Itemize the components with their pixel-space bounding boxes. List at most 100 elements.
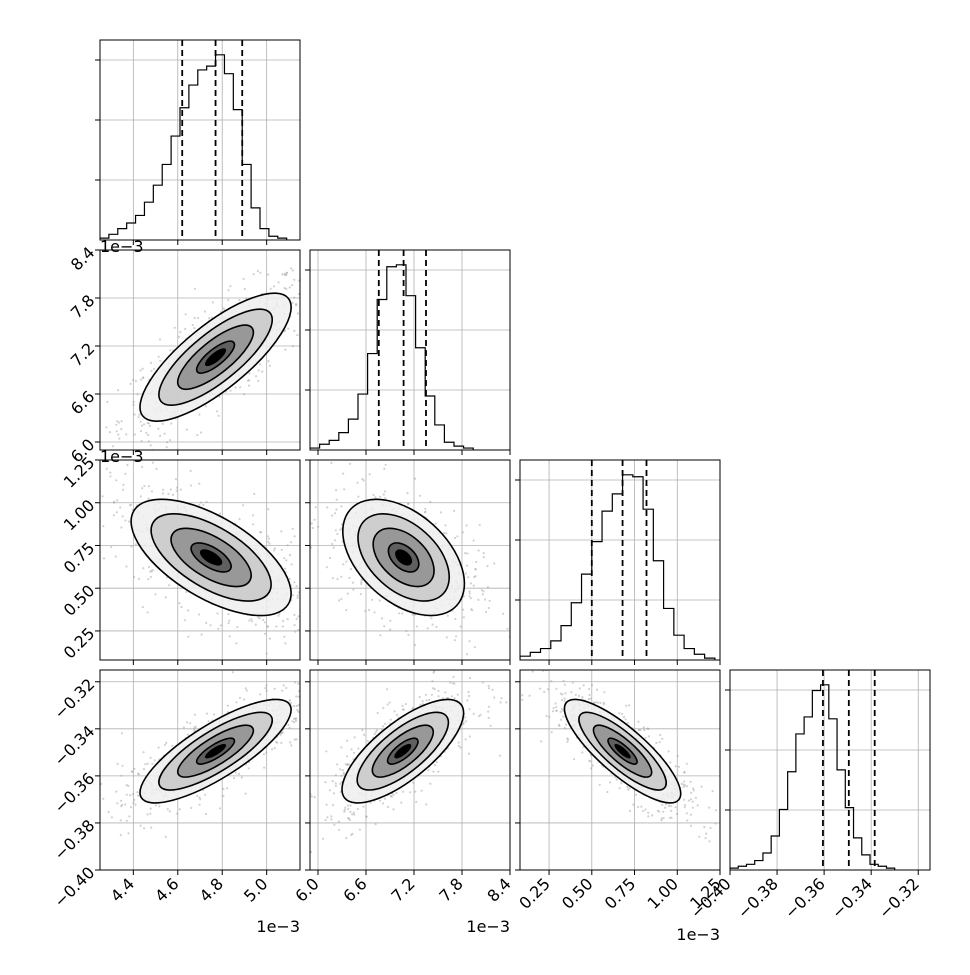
- sample-point: [467, 690, 470, 694]
- sample-point: [352, 758, 355, 761]
- sample-point: [243, 393, 246, 396]
- sample-point: [169, 488, 172, 491]
- sample-point: [161, 422, 164, 425]
- sample-point: [321, 837, 325, 840]
- sample-point: [705, 832, 708, 835]
- sample-point: [457, 744, 461, 748]
- sample-point: [465, 564, 468, 567]
- sample-point: [343, 810, 346, 813]
- sample-point: [558, 724, 561, 728]
- sample-point: [209, 624, 212, 627]
- sample-point: [333, 512, 336, 515]
- sample-point: [114, 555, 117, 558]
- sample-point: [263, 621, 266, 624]
- sample-point: [290, 541, 293, 544]
- sample-point: [368, 608, 371, 612]
- sample-point: [491, 648, 493, 650]
- sample-point: [511, 612, 513, 614]
- sample-point: [253, 492, 256, 495]
- sample-point: [242, 277, 245, 280]
- sample-point: [452, 675, 455, 679]
- sample-point: [656, 809, 660, 812]
- sample-point: [233, 777, 236, 780]
- sample-point: [252, 523, 255, 526]
- sample-point: [282, 684, 285, 687]
- tick-label-x: 7.2: [387, 874, 418, 905]
- offset-label-x-p2: 1e−3: [676, 925, 720, 944]
- sample-point: [361, 729, 364, 732]
- sample-point: [130, 545, 133, 548]
- sample-point: [465, 720, 468, 723]
- sample-point: [314, 506, 317, 509]
- sample-point: [105, 467, 108, 470]
- sample-point: [457, 741, 460, 744]
- sample-point: [162, 488, 165, 491]
- sample-point: [120, 732, 124, 735]
- sample-point: [592, 701, 595, 704]
- sample-point: [405, 630, 408, 633]
- sample-point: [689, 824, 693, 827]
- sample-point: [136, 791, 139, 794]
- sample-point: [389, 795, 392, 798]
- scatter-panel-p1-p2: [305, 459, 513, 665]
- contour-line: [342, 498, 466, 617]
- sample-point: [106, 400, 109, 403]
- sample-point: [125, 565, 128, 568]
- sample-point: [381, 802, 385, 805]
- tick-label-y: −0.40: [50, 863, 98, 911]
- sample-point: [466, 552, 469, 555]
- sample-point: [331, 542, 334, 546]
- sample-point: [625, 704, 628, 707]
- scatter-panel-p0-p3: 4.4 4.6 4.8 5.0 −0.40−0.38−0.36−0.34−0.32: [50, 669, 313, 911]
- sample-point: [463, 716, 467, 719]
- sample-point: [178, 602, 181, 605]
- sample-point: [293, 329, 296, 332]
- sample-point: [262, 753, 266, 756]
- sample-point: [343, 773, 346, 776]
- sample-point: [474, 568, 477, 571]
- sample-point: [301, 698, 303, 700]
- sample-point: [302, 307, 304, 309]
- sample-point: [293, 721, 296, 724]
- sample-point: [432, 671, 435, 674]
- sample-point: [550, 731, 553, 734]
- tick-label-y: 1.25: [60, 453, 99, 492]
- sample-point: [126, 463, 129, 467]
- sample-point: [709, 826, 712, 830]
- sample-point: [462, 616, 465, 619]
- sample-point: [424, 507, 427, 510]
- tick-label-x: 4.6: [151, 874, 182, 905]
- sample-point: [340, 575, 343, 578]
- sample-point: [182, 726, 185, 729]
- sample-point: [101, 495, 104, 498]
- sample-point: [563, 697, 566, 700]
- sample-point: [342, 771, 345, 775]
- sample-point: [395, 791, 398, 795]
- sample-point: [185, 428, 188, 431]
- sample-point: [119, 819, 122, 822]
- sample-point: [325, 272, 327, 274]
- sample-point: [267, 273, 270, 276]
- sample-point: [143, 827, 146, 830]
- sample-point: [259, 693, 262, 696]
- sample-point: [296, 334, 299, 337]
- sample-point: [332, 546, 335, 549]
- sample-point: [283, 273, 287, 276]
- sample-point: [125, 793, 128, 796]
- sample-point: [400, 801, 403, 804]
- sample-point: [234, 386, 237, 389]
- sample-point: [297, 628, 300, 632]
- sample-point: [127, 784, 130, 788]
- sample-point: [376, 711, 379, 715]
- sample-point: [164, 835, 167, 839]
- sample-point: [146, 611, 149, 614]
- sample-point: [468, 735, 471, 738]
- sample-point: [669, 761, 672, 764]
- sample-point: [563, 683, 566, 686]
- sample-point: [346, 276, 348, 278]
- sample-point: [352, 751, 355, 754]
- sample-point: [286, 544, 289, 547]
- sample-point: [690, 791, 693, 795]
- contour-line: [176, 724, 255, 778]
- sample-point: [311, 710, 313, 712]
